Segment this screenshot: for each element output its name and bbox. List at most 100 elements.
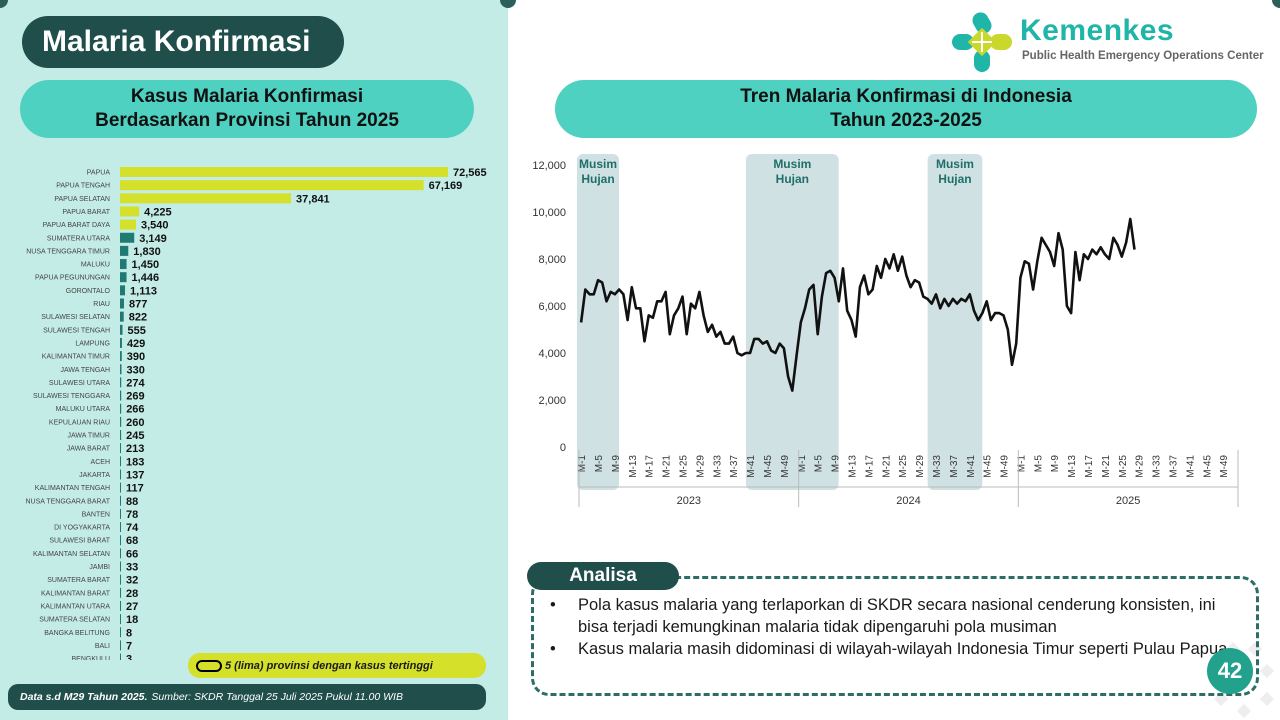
x-tick-label: M-5 — [814, 455, 825, 473]
bar — [120, 206, 140, 217]
x-tick-label: M-29 — [1135, 455, 1146, 478]
category-label: KALIMANTAN BARAT — [41, 590, 111, 597]
category-label: JAKARTA — [79, 472, 110, 479]
corner-decoration — [1272, 0, 1280, 8]
category-label: NUSA TENGGARA BARAT — [25, 498, 110, 505]
x-tick-label: M-21 — [1101, 455, 1112, 478]
x-tick-label: M-13 — [847, 455, 858, 478]
bar — [120, 351, 122, 362]
bar-chart-title-line1: Kasus Malaria Konfirmasi — [130, 86, 364, 108]
y-tick-label: 8,000 — [538, 254, 566, 266]
y-tick-label: 6,000 — [538, 301, 566, 313]
x-tick-label: M-17 — [864, 455, 875, 478]
bar — [120, 245, 129, 256]
value-label: 18 — [126, 614, 138, 626]
x-tick-label: M-13 — [628, 455, 639, 478]
value-label: 4,225 — [144, 206, 172, 218]
category-label: SULAWESI SELATAN — [41, 314, 110, 321]
page-title: Malaria Konfirmasi — [22, 16, 344, 68]
corner-decoration — [500, 0, 516, 8]
season-label: Musim — [936, 157, 974, 171]
kemenkes-logo: Kemenkes Public Health Emergency Operati… — [950, 10, 1275, 74]
x-tick-label: M-17 — [1084, 455, 1095, 478]
category-label: KEPULAUAN RIAU — [49, 419, 110, 426]
legend-swatch — [196, 659, 222, 672]
trend-line-chart: MusimHujanMusimHujanMusimHujan12,00010,0… — [532, 154, 1239, 507]
value-label: 68 — [126, 535, 138, 547]
value-label: 183 — [126, 456, 144, 468]
value-label: 28 — [126, 588, 138, 600]
analysis-heading: Analisa — [527, 562, 679, 590]
category-label: PAPUA TENGAH — [56, 183, 110, 190]
line-chart-title-line1: Tren Malaria Konfirmasi di Indonesia — [740, 86, 1072, 108]
category-label: MALUKU — [81, 262, 110, 269]
bar — [120, 193, 292, 204]
x-tick-label: M-41 — [1185, 455, 1196, 478]
category-label: ACEH — [91, 459, 110, 466]
year-label: 2025 — [1116, 495, 1140, 507]
value-label: 330 — [126, 364, 144, 376]
value-label: 3,540 — [141, 220, 169, 232]
category-label: BANGKA BELITUNG — [44, 630, 110, 637]
analysis-bullet: Kasus malaria masih didominasi di wilaya… — [548, 638, 1248, 660]
x-tick-label: M-13 — [1067, 455, 1078, 478]
value-label: 269 — [126, 391, 144, 403]
bar — [120, 390, 122, 401]
x-tick-label: M-1 — [1016, 455, 1027, 473]
analysis-list: Pola kasus malaria yang terlaporkan di S… — [548, 594, 1248, 660]
series-line — [579, 217, 1136, 392]
bar — [120, 495, 121, 506]
x-tick-label: M-29 — [695, 455, 706, 478]
y-tick-label: 0 — [560, 442, 566, 454]
analysis-bullet: Pola kasus malaria yang terlaporkan di S… — [548, 594, 1248, 638]
category-label: KALIMANTAN UTARA — [41, 603, 111, 610]
value-label: 429 — [127, 338, 145, 350]
category-label: LAMPUNG — [75, 340, 110, 347]
value-label: 8 — [126, 627, 132, 639]
category-label: SUMATERA UTARA — [47, 235, 110, 242]
value-label: 245 — [126, 430, 144, 442]
category-label: SULAWESI UTARA — [49, 380, 110, 387]
value-label: 78 — [126, 509, 138, 521]
value-label: 266 — [126, 404, 144, 416]
category-label: JAWA TENGAH — [60, 367, 110, 374]
logo-tagline: Public Health Emergency Operations Cente… — [1022, 50, 1264, 62]
x-tick-label: M-41 — [966, 455, 977, 478]
value-label: 274 — [126, 377, 145, 389]
value-label: 74 — [126, 522, 139, 534]
value-label: 390 — [127, 351, 145, 363]
bar — [120, 167, 448, 177]
value-label: 3 — [126, 654, 132, 660]
bar — [120, 364, 122, 375]
bar — [120, 443, 121, 454]
line-chart-title: Tren Malaria Konfirmasi di Indonesia Tah… — [555, 80, 1257, 138]
x-tick-label: M-49 — [780, 455, 791, 478]
x-tick-label: M-5 — [594, 455, 605, 473]
value-label: 137 — [126, 469, 144, 481]
value-label: 1,446 — [132, 272, 160, 284]
category-label: BENGKULU — [71, 656, 110, 660]
category-label: JAWA BARAT — [67, 446, 111, 453]
x-tick-label: M-49 — [1000, 455, 1011, 478]
category-label: SULAWESI BARAT — [49, 538, 110, 545]
footer-bold: Data s.d M29 Tahun 2025. — [20, 691, 148, 703]
category-label: BANTEN — [82, 511, 110, 518]
value-label: 3,149 — [139, 233, 167, 245]
bar — [120, 377, 122, 388]
x-tick-label: M-37 — [1169, 455, 1180, 478]
footer-text: Sumber: SKDR Tanggal 25 Juli 2025 Pukul … — [151, 691, 403, 703]
bar — [120, 574, 121, 585]
value-label: 66 — [126, 548, 138, 560]
season-label: Musim — [773, 157, 811, 171]
bar-chart-title-line2: Berdasarkan Provinsi Tahun 2025 — [95, 110, 399, 131]
category-label: SUMATERA BARAT — [47, 577, 110, 584]
x-tick-label: M-21 — [881, 455, 892, 478]
bar — [120, 640, 121, 651]
bar — [120, 232, 135, 243]
bar — [120, 456, 121, 467]
bar — [120, 469, 121, 480]
category-label: SULAWESI TENGAH — [43, 327, 110, 334]
bar — [120, 416, 122, 427]
x-tick-label: M-33 — [932, 455, 943, 478]
value-label: 260 — [126, 417, 144, 429]
